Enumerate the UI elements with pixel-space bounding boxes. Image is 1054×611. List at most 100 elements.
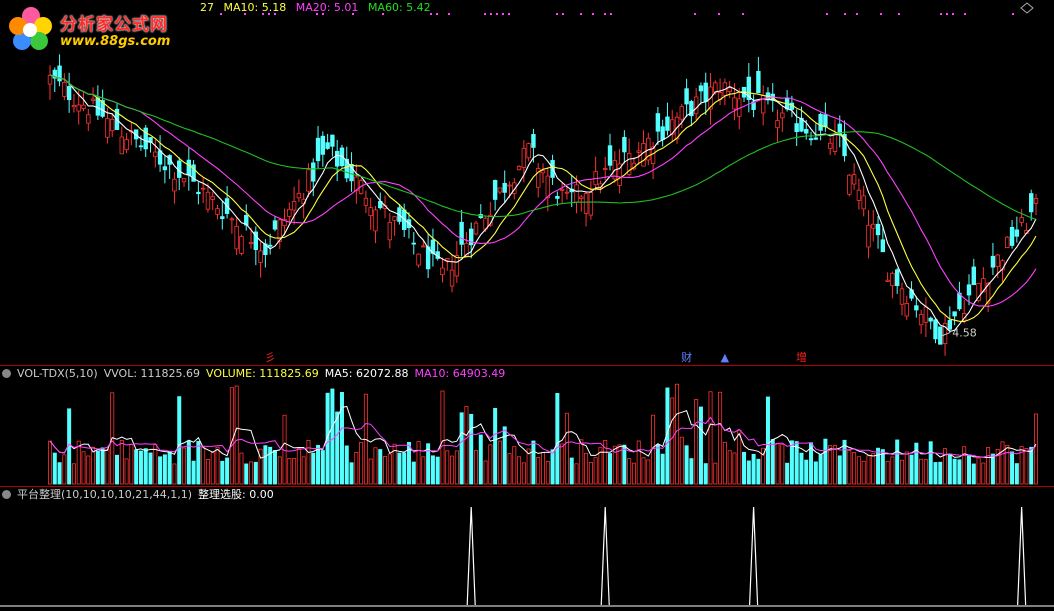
volume-bar	[823, 438, 828, 485]
volume-bar	[1014, 463, 1019, 485]
logo-url: www.88gs.com	[60, 34, 171, 49]
volume-bar	[957, 459, 962, 485]
event-marker[interactable]: ▲	[721, 351, 730, 364]
candle	[114, 102, 120, 130]
volume-bar	[258, 448, 263, 485]
kline-chart[interactable]: 彡 财 ▲ 增 4.58	[0, 0, 1054, 365]
candle	[181, 178, 187, 187]
volume-bar	[593, 457, 598, 485]
candle	[559, 183, 565, 203]
volume-bar	[952, 458, 957, 485]
ma20-line	[49, 74, 1037, 307]
kline-panel[interactable]: 彡 财 ▲ 增 4.58 27 MA10: 5.18 MA20: 5.01 MA60: …	[0, 0, 1054, 365]
candle	[81, 92, 86, 112]
event-marker[interactable]: 增	[796, 350, 807, 364]
logo-flower-icon	[9, 7, 52, 50]
event-marker[interactable]: 财	[681, 350, 692, 364]
volume-bar	[603, 439, 608, 485]
volume-bar	[670, 397, 675, 485]
volume-bar	[694, 399, 699, 485]
candle	[1029, 189, 1034, 221]
candle	[756, 56, 761, 94]
volume-bar	[966, 454, 971, 485]
candle	[459, 209, 464, 257]
volume-bar	[138, 450, 143, 485]
volume-bar	[698, 406, 703, 485]
candle	[928, 316, 933, 330]
volume-bar	[215, 446, 220, 485]
volume-bar	[746, 460, 751, 485]
signal-dot	[844, 13, 846, 15]
volume-bar	[617, 444, 622, 485]
event-marker[interactable]: 彡	[265, 351, 276, 364]
signal-dot	[940, 13, 942, 15]
volume-bar	[550, 449, 555, 485]
candle	[334, 139, 340, 182]
volume-bar	[981, 462, 986, 485]
candle	[196, 182, 201, 205]
candle	[837, 115, 842, 148]
candle	[177, 157, 182, 191]
volume-bar	[502, 426, 507, 485]
candle	[473, 220, 479, 236]
volume-bar	[598, 447, 603, 485]
candle	[129, 122, 134, 146]
indicator-panel[interactable]: 平台整理(10,10,10,10,21,44,1,1) 整理选股: 0.00	[0, 487, 1054, 607]
signal-dot	[718, 13, 720, 15]
volume-bar	[296, 448, 301, 485]
volume-bar	[205, 459, 210, 485]
candle	[224, 186, 230, 219]
indicator-settings-icon[interactable]	[2, 490, 11, 499]
volume-bar	[641, 457, 646, 485]
candle	[851, 163, 857, 190]
ma60-readout: MA60: 5.42	[367, 1, 431, 14]
candle	[440, 257, 445, 283]
candle	[71, 93, 77, 113]
candle	[1033, 193, 1039, 216]
indicator-name: 平台整理(10,10,10,10,21,44,1,1)	[17, 488, 193, 501]
candle	[622, 130, 627, 164]
signal-dot	[562, 13, 564, 15]
indicator-chart[interactable]	[0, 487, 1054, 607]
candle	[684, 78, 689, 118]
signal-dot	[502, 13, 504, 15]
volume-bar	[129, 443, 134, 485]
volume-panel[interactable]: VOL-TDX(5,10) VVOL: 111825.69 VOLUME: 1118…	[0, 366, 1054, 486]
volume-bar	[718, 391, 723, 485]
volume-bar	[799, 452, 804, 485]
volume-bar	[306, 440, 311, 485]
candle	[234, 216, 239, 255]
panel-collapse-icon[interactable]	[1020, 2, 1034, 14]
candle	[842, 120, 847, 162]
candle	[239, 234, 244, 256]
volume-bar	[876, 447, 881, 485]
volume-bar	[789, 440, 794, 485]
volume-bar	[177, 396, 182, 485]
volume-bar	[971, 463, 976, 485]
volume-bar	[210, 452, 215, 485]
candle	[421, 240, 426, 248]
volume-bar	[890, 456, 895, 485]
volume-bar	[387, 453, 392, 485]
candle	[445, 258, 450, 271]
signal-dot	[430, 13, 432, 15]
candle	[971, 258, 976, 286]
candle	[976, 282, 981, 303]
ma10-readout: MA10: 5.18	[223, 1, 287, 14]
candle	[425, 234, 431, 279]
candle	[981, 267, 986, 293]
signal-dot	[694, 13, 696, 15]
volume-bar	[488, 444, 493, 485]
volume-bar	[287, 457, 292, 485]
candle	[277, 217, 282, 250]
candle	[952, 311, 957, 326]
signal-dot	[316, 13, 318, 15]
volume-bar	[473, 450, 478, 485]
volume-bar	[172, 463, 177, 485]
volume-bar	[349, 462, 354, 485]
volume-chart[interactable]	[0, 366, 1054, 486]
candle	[124, 133, 129, 154]
volume-bar	[564, 412, 569, 485]
vol-ma10-readout: MA10: 64903.49	[414, 367, 506, 380]
volume-settings-icon[interactable]	[2, 369, 11, 378]
